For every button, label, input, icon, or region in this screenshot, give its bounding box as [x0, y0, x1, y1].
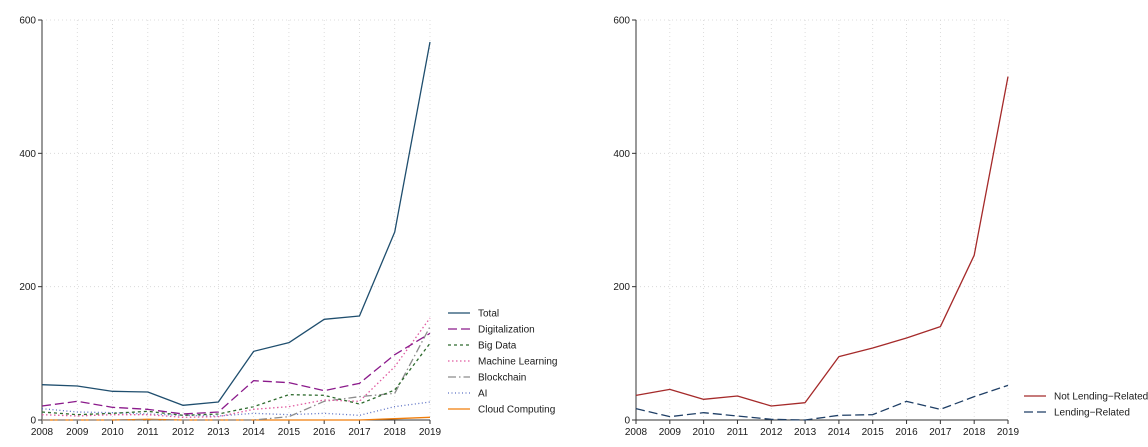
x-tick-label: 2013 — [794, 427, 817, 438]
chart-panel-1: 0 200 400 600 2008 2009 2010 2011 2012 2013 2014 20… — [19, 16, 557, 439]
x-tick-label: 2013 — [207, 427, 230, 438]
x-tick-label: 2014 — [828, 427, 851, 438]
x-tick-label: 2017 — [348, 427, 371, 438]
x-tick-label: 2016 — [895, 427, 918, 438]
chart-panel-2: 0 200 400 600 2008 2009 2010 2011 2012 2013 2014 20… — [613, 16, 1148, 439]
legend-label: Lending−Related — [1054, 408, 1130, 419]
series-line-ai — [41, 401, 431, 417]
series-line-big-data — [41, 342, 431, 416]
y-tick-label: 600 — [613, 16, 630, 27]
x-tick-label: 2009 — [66, 427, 89, 438]
x-tick-label: 2016 — [313, 427, 336, 438]
x-tick-label: 2017 — [929, 427, 952, 438]
series-line-total — [41, 41, 431, 406]
series-line-not-lending-related — [635, 76, 1009, 407]
x-tick-label: 2009 — [659, 427, 682, 438]
series-group — [635, 76, 1009, 421]
series-line-machine-learning — [41, 317, 431, 418]
x-tick-label: 2012 — [760, 427, 783, 438]
x-tick-label: 2010 — [101, 427, 124, 438]
x-tick-label: 2014 — [243, 427, 266, 438]
legend-label: Cloud Computing — [478, 405, 555, 416]
y-tick-label: 200 — [613, 282, 630, 293]
x-tick-label: 2011 — [137, 427, 159, 438]
y-tick-label: 0 — [624, 416, 630, 427]
legend-label: Digitalization — [478, 325, 535, 336]
y-tick-label: 600 — [19, 16, 36, 27]
y-tick-label: 400 — [613, 149, 630, 160]
legend-label: Machine Learning — [478, 357, 558, 368]
series-group — [41, 41, 431, 421]
x-tick-label: 2011 — [727, 427, 749, 438]
legend-label: Not Lending−Related — [1054, 392, 1148, 403]
x-tick-label: 2008 — [31, 427, 54, 438]
series-line-blockchain — [42, 326, 431, 421]
legend-label: Big Data — [478, 341, 517, 352]
legend: Not Lending−Related Lending−Related — [1024, 392, 1148, 419]
x-tick-label: 2012 — [172, 427, 195, 438]
x-tick-label: 2019 — [997, 427, 1020, 438]
legend: Total Digitalization Big Data Machine Learn… — [448, 309, 558, 416]
legend-label: Total — [478, 309, 499, 320]
x-tick-label: 2019 — [419, 427, 442, 438]
x-tick-label: 2008 — [625, 427, 648, 438]
x-tick-label: 2018 — [384, 427, 407, 438]
y-tick-label: 400 — [19, 149, 36, 160]
x-tick-label: 2010 — [693, 427, 716, 438]
x-tick-label: 2018 — [963, 427, 986, 438]
y-tick-label: 200 — [19, 282, 36, 293]
legend-label: AI — [478, 389, 487, 400]
x-tick-label: 2015 — [862, 427, 885, 438]
x-tick-label: 2015 — [278, 427, 301, 438]
y-tick-label: 0 — [30, 416, 36, 427]
legend-label: Blockchain — [478, 373, 526, 384]
series-line-digitalization — [41, 332, 431, 415]
series-line-lending-related — [635, 384, 1009, 421]
